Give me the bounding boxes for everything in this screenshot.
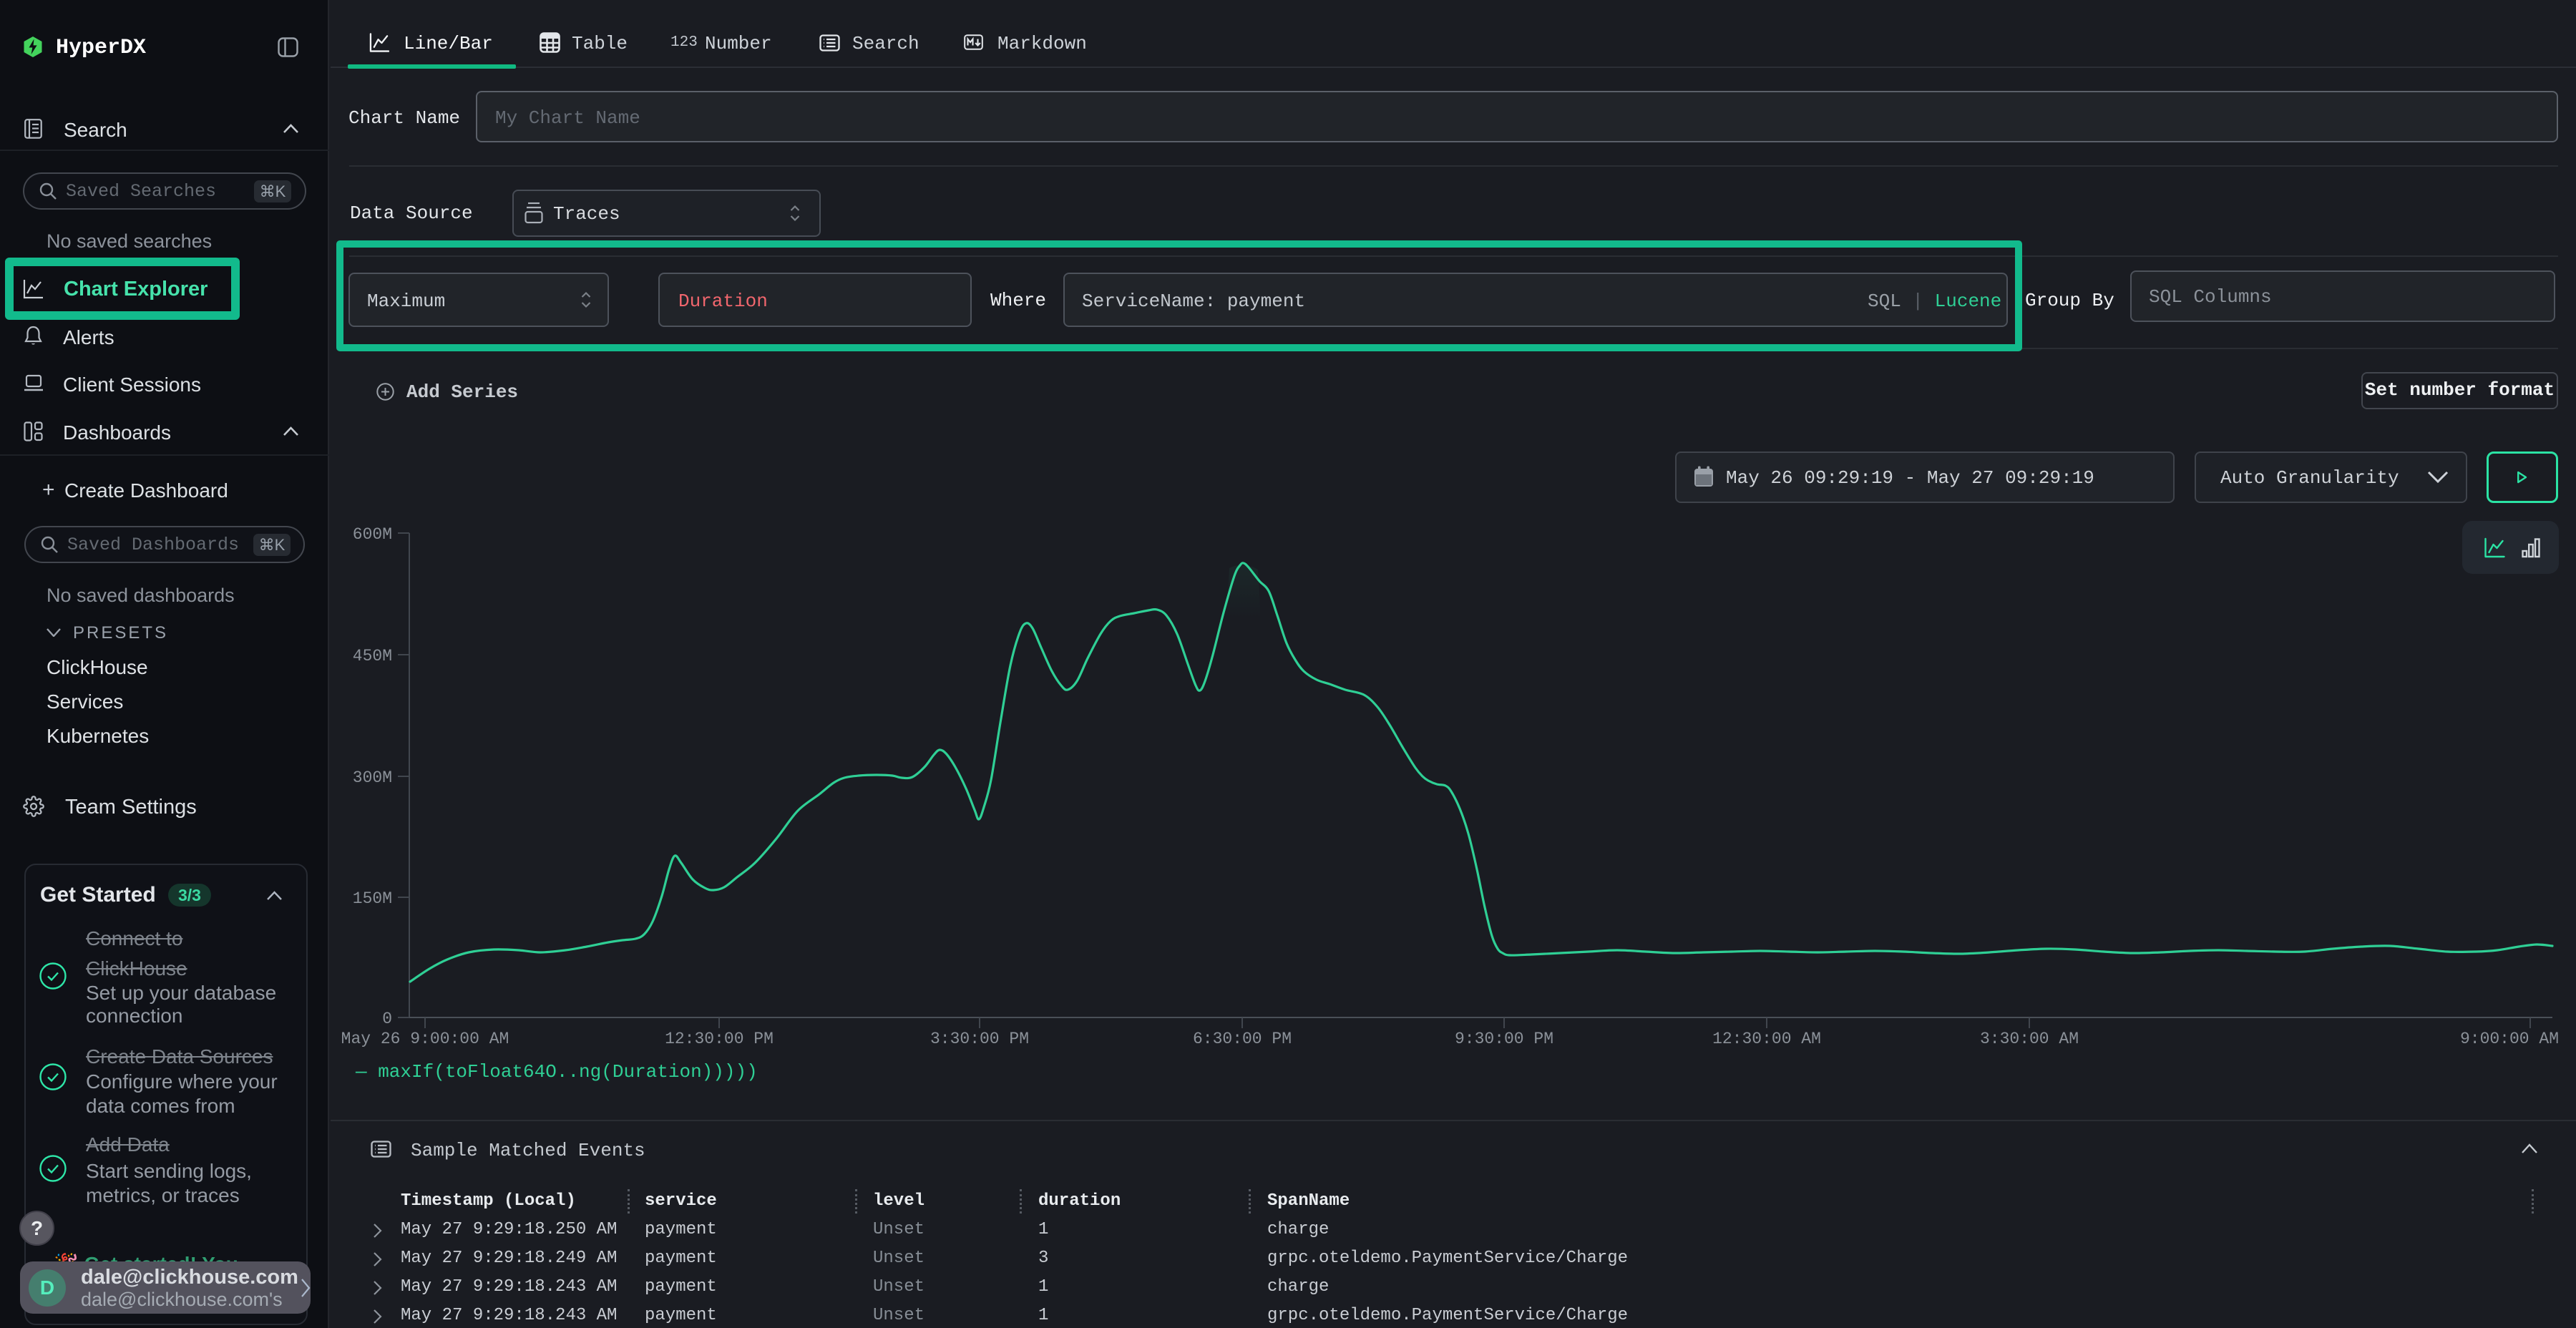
- svg-text:9:30:00 PM: 9:30:00 PM: [1455, 1030, 1553, 1048]
- svg-text:0: 0: [382, 1010, 392, 1028]
- svg-text:12:30:00 AM: 12:30:00 AM: [1712, 1030, 1821, 1048]
- svg-text:300M: 300M: [353, 768, 392, 787]
- svg-text:600M: 600M: [353, 525, 392, 544]
- svg-text:9:00:00 AM: 9:00:00 AM: [2460, 1030, 2559, 1048]
- svg-text:May 26 9:00:00 AM: May 26 9:00:00 AM: [341, 1030, 509, 1048]
- svg-text:150M: 150M: [353, 889, 392, 908]
- svg-text:3:30:00 PM: 3:30:00 PM: [930, 1030, 1029, 1048]
- svg-text:12:30:00 PM: 12:30:00 PM: [665, 1030, 774, 1048]
- svg-text:6:30:00 PM: 6:30:00 PM: [1193, 1030, 1292, 1048]
- svg-text:3:30:00 AM: 3:30:00 AM: [1980, 1030, 2079, 1048]
- svg-text:450M: 450M: [353, 647, 392, 665]
